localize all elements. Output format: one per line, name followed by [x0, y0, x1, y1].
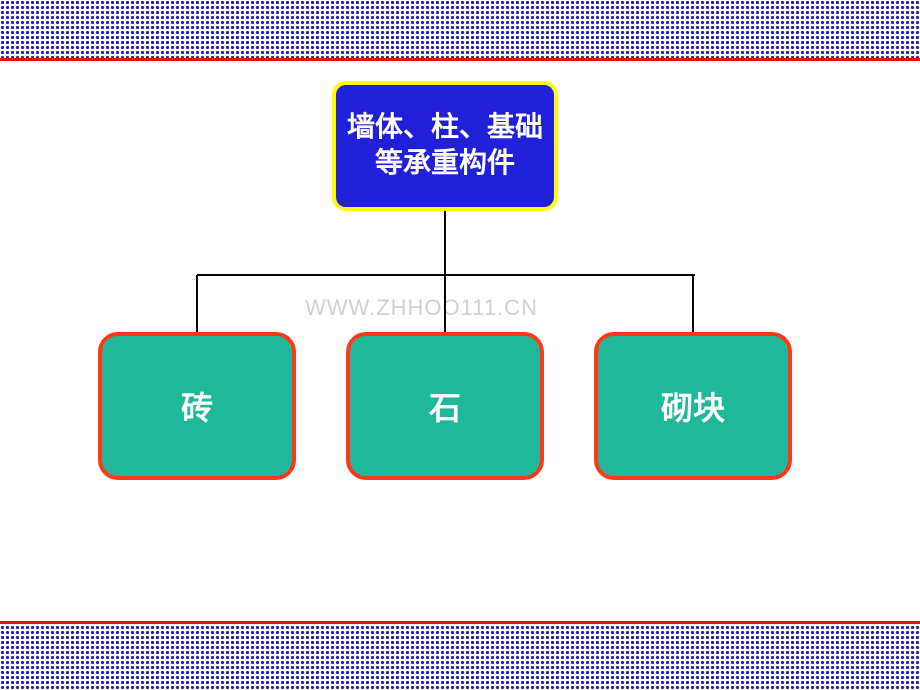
connector-vertical-child-1 — [444, 275, 446, 332]
parent-node: 墙体、柱、基础等承重构件 — [332, 81, 558, 211]
child-label: 石 — [429, 383, 461, 429]
child-node-block: 砌块 — [594, 332, 792, 480]
connector-vertical-parent — [444, 211, 446, 275]
parent-label: 墙体、柱、基础等承重构件 — [344, 110, 546, 183]
connector-horizontal-bar — [197, 274, 695, 276]
child-node-brick: 砖 — [98, 332, 296, 480]
connector-vertical-child-2 — [692, 275, 694, 332]
connector-vertical-child-0 — [196, 275, 198, 332]
watermark-text: WWW.ZHHOO111.CN — [305, 295, 538, 321]
child-node-stone: 石 — [346, 332, 544, 480]
child-label: 砖 — [181, 383, 213, 429]
child-label: 砌块 — [661, 383, 725, 429]
bottom-red-line — [0, 621, 920, 624]
top-red-line — [0, 58, 920, 61]
